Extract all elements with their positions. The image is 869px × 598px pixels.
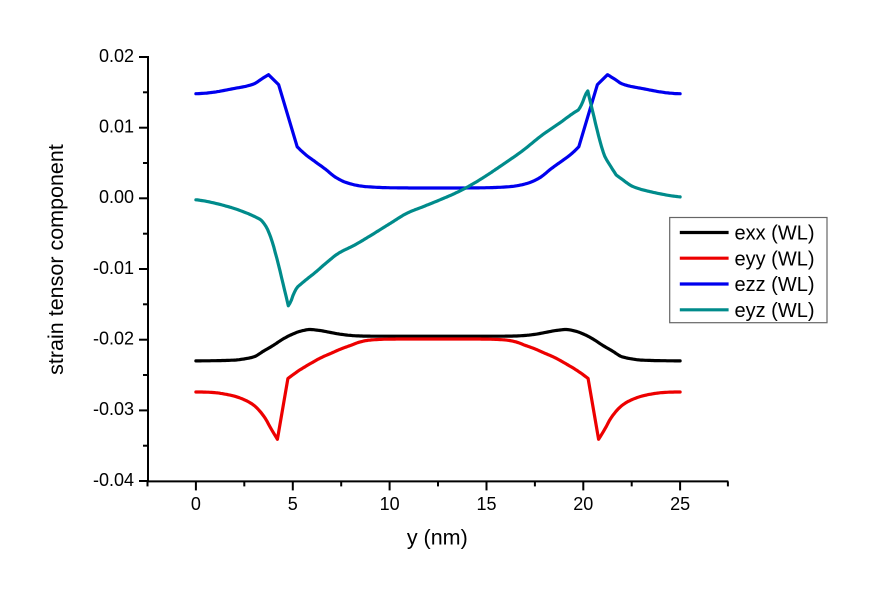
svg-text:10: 10 bbox=[380, 494, 400, 514]
svg-text:20: 20 bbox=[573, 494, 593, 514]
svg-text:eyy (WL): eyy (WL) bbox=[735, 248, 815, 270]
svg-text:y (nm): y (nm) bbox=[407, 525, 468, 549]
svg-text:-0.04: -0.04 bbox=[93, 470, 134, 490]
svg-text:0: 0 bbox=[191, 494, 201, 514]
svg-text:15: 15 bbox=[476, 494, 496, 514]
svg-text:0.01: 0.01 bbox=[99, 117, 134, 137]
svg-text:-0.01: -0.01 bbox=[93, 258, 134, 278]
svg-text:ezz (WL): ezz (WL) bbox=[735, 274, 815, 296]
svg-text:eyz (WL): eyz (WL) bbox=[735, 300, 815, 322]
svg-text:5: 5 bbox=[288, 494, 298, 514]
svg-text:strain tensor component: strain tensor component bbox=[44, 144, 68, 375]
svg-text:exx (WL): exx (WL) bbox=[735, 223, 815, 245]
svg-text:0.02: 0.02 bbox=[99, 46, 134, 66]
svg-text:25: 25 bbox=[670, 494, 690, 514]
svg-text:-0.03: -0.03 bbox=[93, 399, 134, 419]
svg-text:-0.02: -0.02 bbox=[93, 329, 134, 349]
svg-text:0.00: 0.00 bbox=[99, 187, 134, 207]
